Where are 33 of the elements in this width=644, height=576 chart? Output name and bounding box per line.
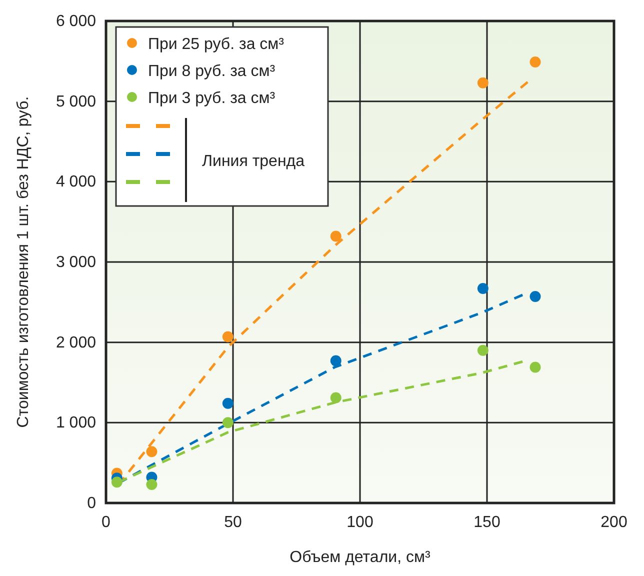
x-tick-label: 0 (102, 514, 111, 531)
annotation: Линия тренда (202, 153, 305, 170)
point (222, 398, 234, 409)
point (477, 77, 488, 88)
point (111, 476, 122, 488)
y-tick-label: 0 (87, 495, 96, 512)
point (330, 230, 342, 242)
y-axis-title: Стоимость изготовления 1 шт. без НДС, руб. (15, 96, 32, 428)
y-tick-label: 2 000 (56, 334, 96, 352)
y-tick-label: 1 000 (56, 414, 96, 432)
legend-label: При 8 руб. за см³ (148, 63, 276, 80)
point (530, 56, 541, 68)
point (330, 355, 342, 366)
point (477, 344, 488, 356)
point (222, 331, 234, 342)
point (530, 291, 541, 302)
point (222, 417, 234, 428)
x-tick-label: 200 (600, 514, 628, 531)
legend-label: При 3 руб. за см³ (148, 90, 276, 107)
point (330, 392, 342, 404)
y-tick-label: 6 000 (56, 13, 96, 30)
x-tick-label: 150 (474, 514, 500, 531)
y-tick-label: 3 000 (56, 254, 96, 271)
point (146, 446, 158, 458)
x-tick-label: 50 (224, 514, 242, 531)
legend-label: При 25 руб. за см³ (148, 36, 285, 53)
x-axis-title: Объем детали, см³ (290, 549, 431, 566)
y-tick-label: 4 000 (56, 174, 96, 191)
point (477, 283, 488, 294)
x-tick-label: 100 (346, 514, 374, 531)
point (146, 479, 158, 490)
point (530, 362, 541, 373)
y-tick-label: 5 000 (56, 93, 96, 110)
